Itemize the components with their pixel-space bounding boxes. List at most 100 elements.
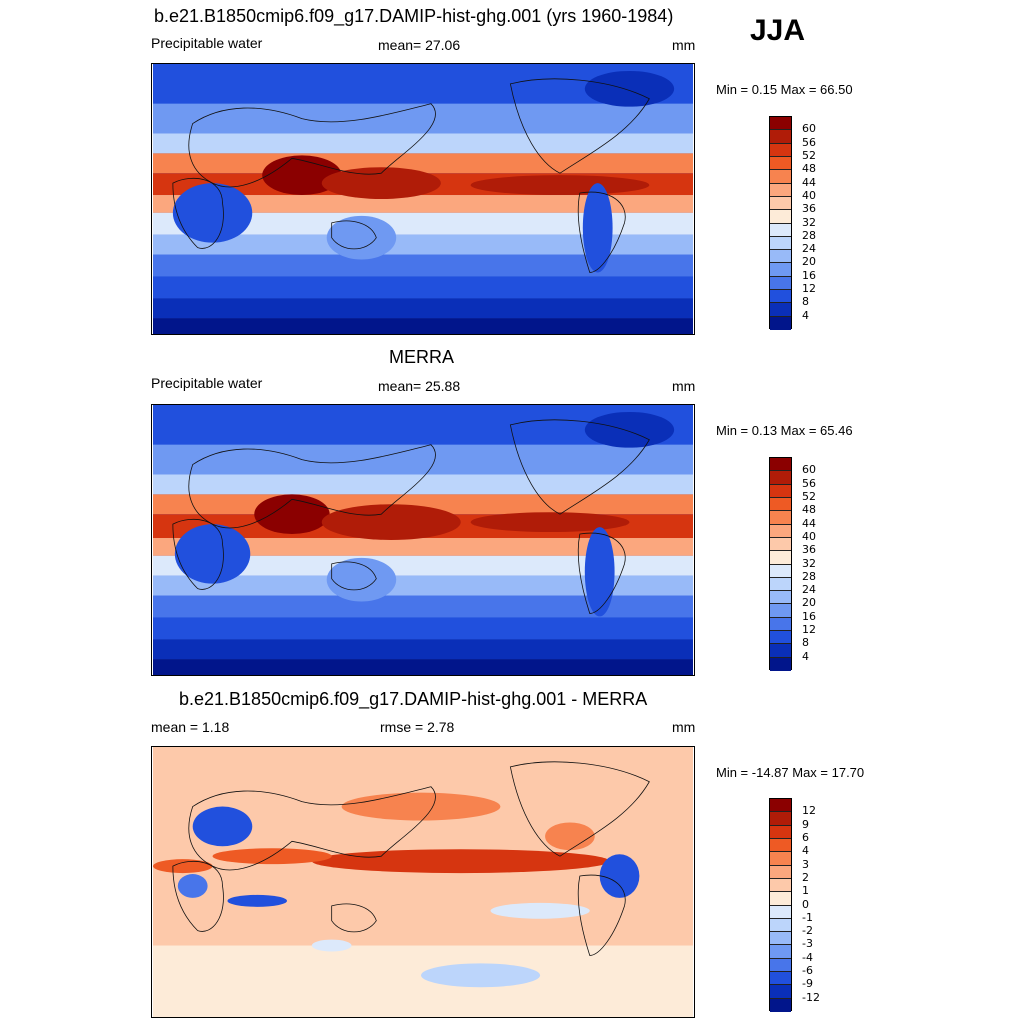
colorbar-tick-label: 32 xyxy=(802,215,816,229)
colorbar-swatch xyxy=(770,644,791,658)
colorbar-swatch xyxy=(770,878,791,893)
panel-1-minmax: Min = 0.15 Max = 66.50 xyxy=(716,82,853,97)
panel-3-minmax: Min = -14.87 Max = 17.70 xyxy=(716,765,865,780)
colorbar-tick-label: 36 xyxy=(802,202,816,216)
colorbar-tick-label: 24 xyxy=(802,583,816,597)
colorbar-swatch xyxy=(770,524,791,538)
colorbar-tick-label: 8 xyxy=(802,636,809,650)
colorbar-swatch xyxy=(770,290,791,304)
colorbar-tick-label: 6 xyxy=(802,830,809,844)
colorbar-swatch xyxy=(770,812,791,826)
panel-3-units-label: mm xyxy=(672,719,696,735)
colorbar-tick-label: -1 xyxy=(802,910,813,924)
colorbar-tick-label: 60 xyxy=(802,122,816,136)
colorbar-tick-label: 28 xyxy=(802,569,816,583)
colorbar-swatch xyxy=(770,631,791,645)
panel-3-map xyxy=(151,746,695,1018)
panel-1-mean-label: mean= 27.06 xyxy=(378,37,461,53)
panel-2-mean-label: mean= 25.88 xyxy=(378,378,461,394)
colorbar-tick-label: 24 xyxy=(802,242,816,256)
colorbar-swatch xyxy=(770,276,791,291)
colorbar-swatch xyxy=(770,303,791,317)
colorbar-swatch xyxy=(770,196,791,211)
panel-2-units-label: mm xyxy=(672,378,696,394)
colorbar-swatch xyxy=(770,143,791,157)
colorbar-tick-label: 9 xyxy=(802,817,809,831)
panel-2-map xyxy=(151,404,695,676)
panel-2-minmax: Min = 0.13 Max = 65.46 xyxy=(716,423,853,438)
colorbar-tick-label: 12 xyxy=(802,623,816,637)
colorbar-box xyxy=(769,457,792,671)
colorbar-tick-label: -6 xyxy=(802,964,813,978)
colorbar-swatch xyxy=(770,998,791,1012)
colorbar-swatch xyxy=(770,604,791,618)
colorbar-swatch xyxy=(770,497,791,512)
colorbar-swatch xyxy=(770,591,791,605)
colorbar-swatch xyxy=(770,263,791,277)
colorbar-tick-label: 56 xyxy=(802,476,816,490)
colorbar-swatch xyxy=(770,537,791,552)
panel-1-title: b.e21.B1850cmip6.f09_g17.DAMIP-hist-ghg.… xyxy=(154,6,674,26)
colorbar-tick-label: 20 xyxy=(802,596,816,610)
colorbar-tick-label: 52 xyxy=(802,489,816,503)
colorbar-swatch xyxy=(770,958,791,973)
colorbar-tick-label: 48 xyxy=(802,503,816,517)
colorbar-swatch xyxy=(770,852,791,866)
colorbar-box xyxy=(769,116,792,330)
colorbar-tick-label: 12 xyxy=(802,804,816,818)
colorbar-swatch xyxy=(770,250,791,264)
panel-3-colorbar: 12 9 6 4 3 2 1 0 -1 -2 -3 -4 -6 -9 -12 xyxy=(769,798,820,1012)
season-label: JJA xyxy=(750,14,806,47)
colorbar-swatch xyxy=(770,484,791,498)
colorbar-tick-label: 2 xyxy=(802,870,809,884)
colorbar-swatch xyxy=(770,551,791,565)
colorbar-tick-label: 1 xyxy=(802,884,809,898)
colorbar-swatch xyxy=(770,972,791,986)
colorbar-swatch xyxy=(770,458,791,472)
colorbar-swatch xyxy=(770,825,791,839)
colorbar-swatch xyxy=(770,617,791,632)
colorbar-swatch xyxy=(770,892,791,906)
panel-3-mean-label: mean = 1.18 xyxy=(151,719,230,735)
colorbar-tick-label: 32 xyxy=(802,556,816,570)
colorbar-tick-label: 12 xyxy=(802,282,816,296)
colorbar-tick-label: -3 xyxy=(802,937,813,951)
colorbar-swatch xyxy=(770,918,791,933)
colorbar-swatch xyxy=(770,156,791,171)
colorbar-tick-label: 48 xyxy=(802,162,816,176)
colorbar-swatch xyxy=(770,183,791,197)
colorbar-tick-label: 8 xyxy=(802,295,809,309)
panel-1-colorbar: 60 56 52 48 44 40 36 32 28 24 20 16 12 8 4 xyxy=(769,116,816,330)
panel-3-title: b.e21.B1850cmip6.f09_g17.DAMIP-hist-ghg.… xyxy=(179,689,648,709)
panel-1-variable-label: Precipitable water xyxy=(151,35,263,51)
colorbar-tick-label: 4 xyxy=(802,308,809,322)
colorbar-swatch xyxy=(770,905,791,919)
colorbar-tick-label: 0 xyxy=(802,897,809,911)
colorbar-swatch xyxy=(770,657,791,671)
colorbar-tick-label: -12 xyxy=(802,990,820,1004)
colorbar-tick-label: 52 xyxy=(802,148,816,162)
colorbar-swatch xyxy=(770,932,791,946)
colorbar-swatch xyxy=(770,945,791,959)
colorbar-tick-label: 3 xyxy=(802,857,809,871)
panel-2-title: MERRA xyxy=(389,347,455,367)
colorbar-box xyxy=(769,798,792,1012)
panel-2-colorbar: 60 56 52 48 44 40 36 32 28 24 20 16 12 8 4 xyxy=(769,457,816,671)
colorbar-swatch xyxy=(770,170,791,184)
panel-1-field xyxy=(153,64,693,334)
colorbar-swatch xyxy=(770,471,791,485)
colorbar-tick-label: 4 xyxy=(802,844,809,858)
colorbar-swatch xyxy=(770,985,791,999)
panel-1-map xyxy=(151,63,695,335)
panel-1-units-label: mm xyxy=(672,37,696,53)
colorbar-tick-label: 16 xyxy=(802,268,816,282)
colorbar-tick-label: 4 xyxy=(802,649,809,663)
colorbar-tick-label: 44 xyxy=(802,516,816,530)
colorbar-swatch xyxy=(770,577,791,592)
colorbar-swatch xyxy=(770,511,791,525)
colorbar-tick-label: 60 xyxy=(802,463,816,477)
colorbar-tick-label: 40 xyxy=(802,188,816,202)
colorbar-swatch xyxy=(770,117,791,131)
panel-2-field xyxy=(153,405,693,675)
colorbar-swatch xyxy=(770,210,791,224)
